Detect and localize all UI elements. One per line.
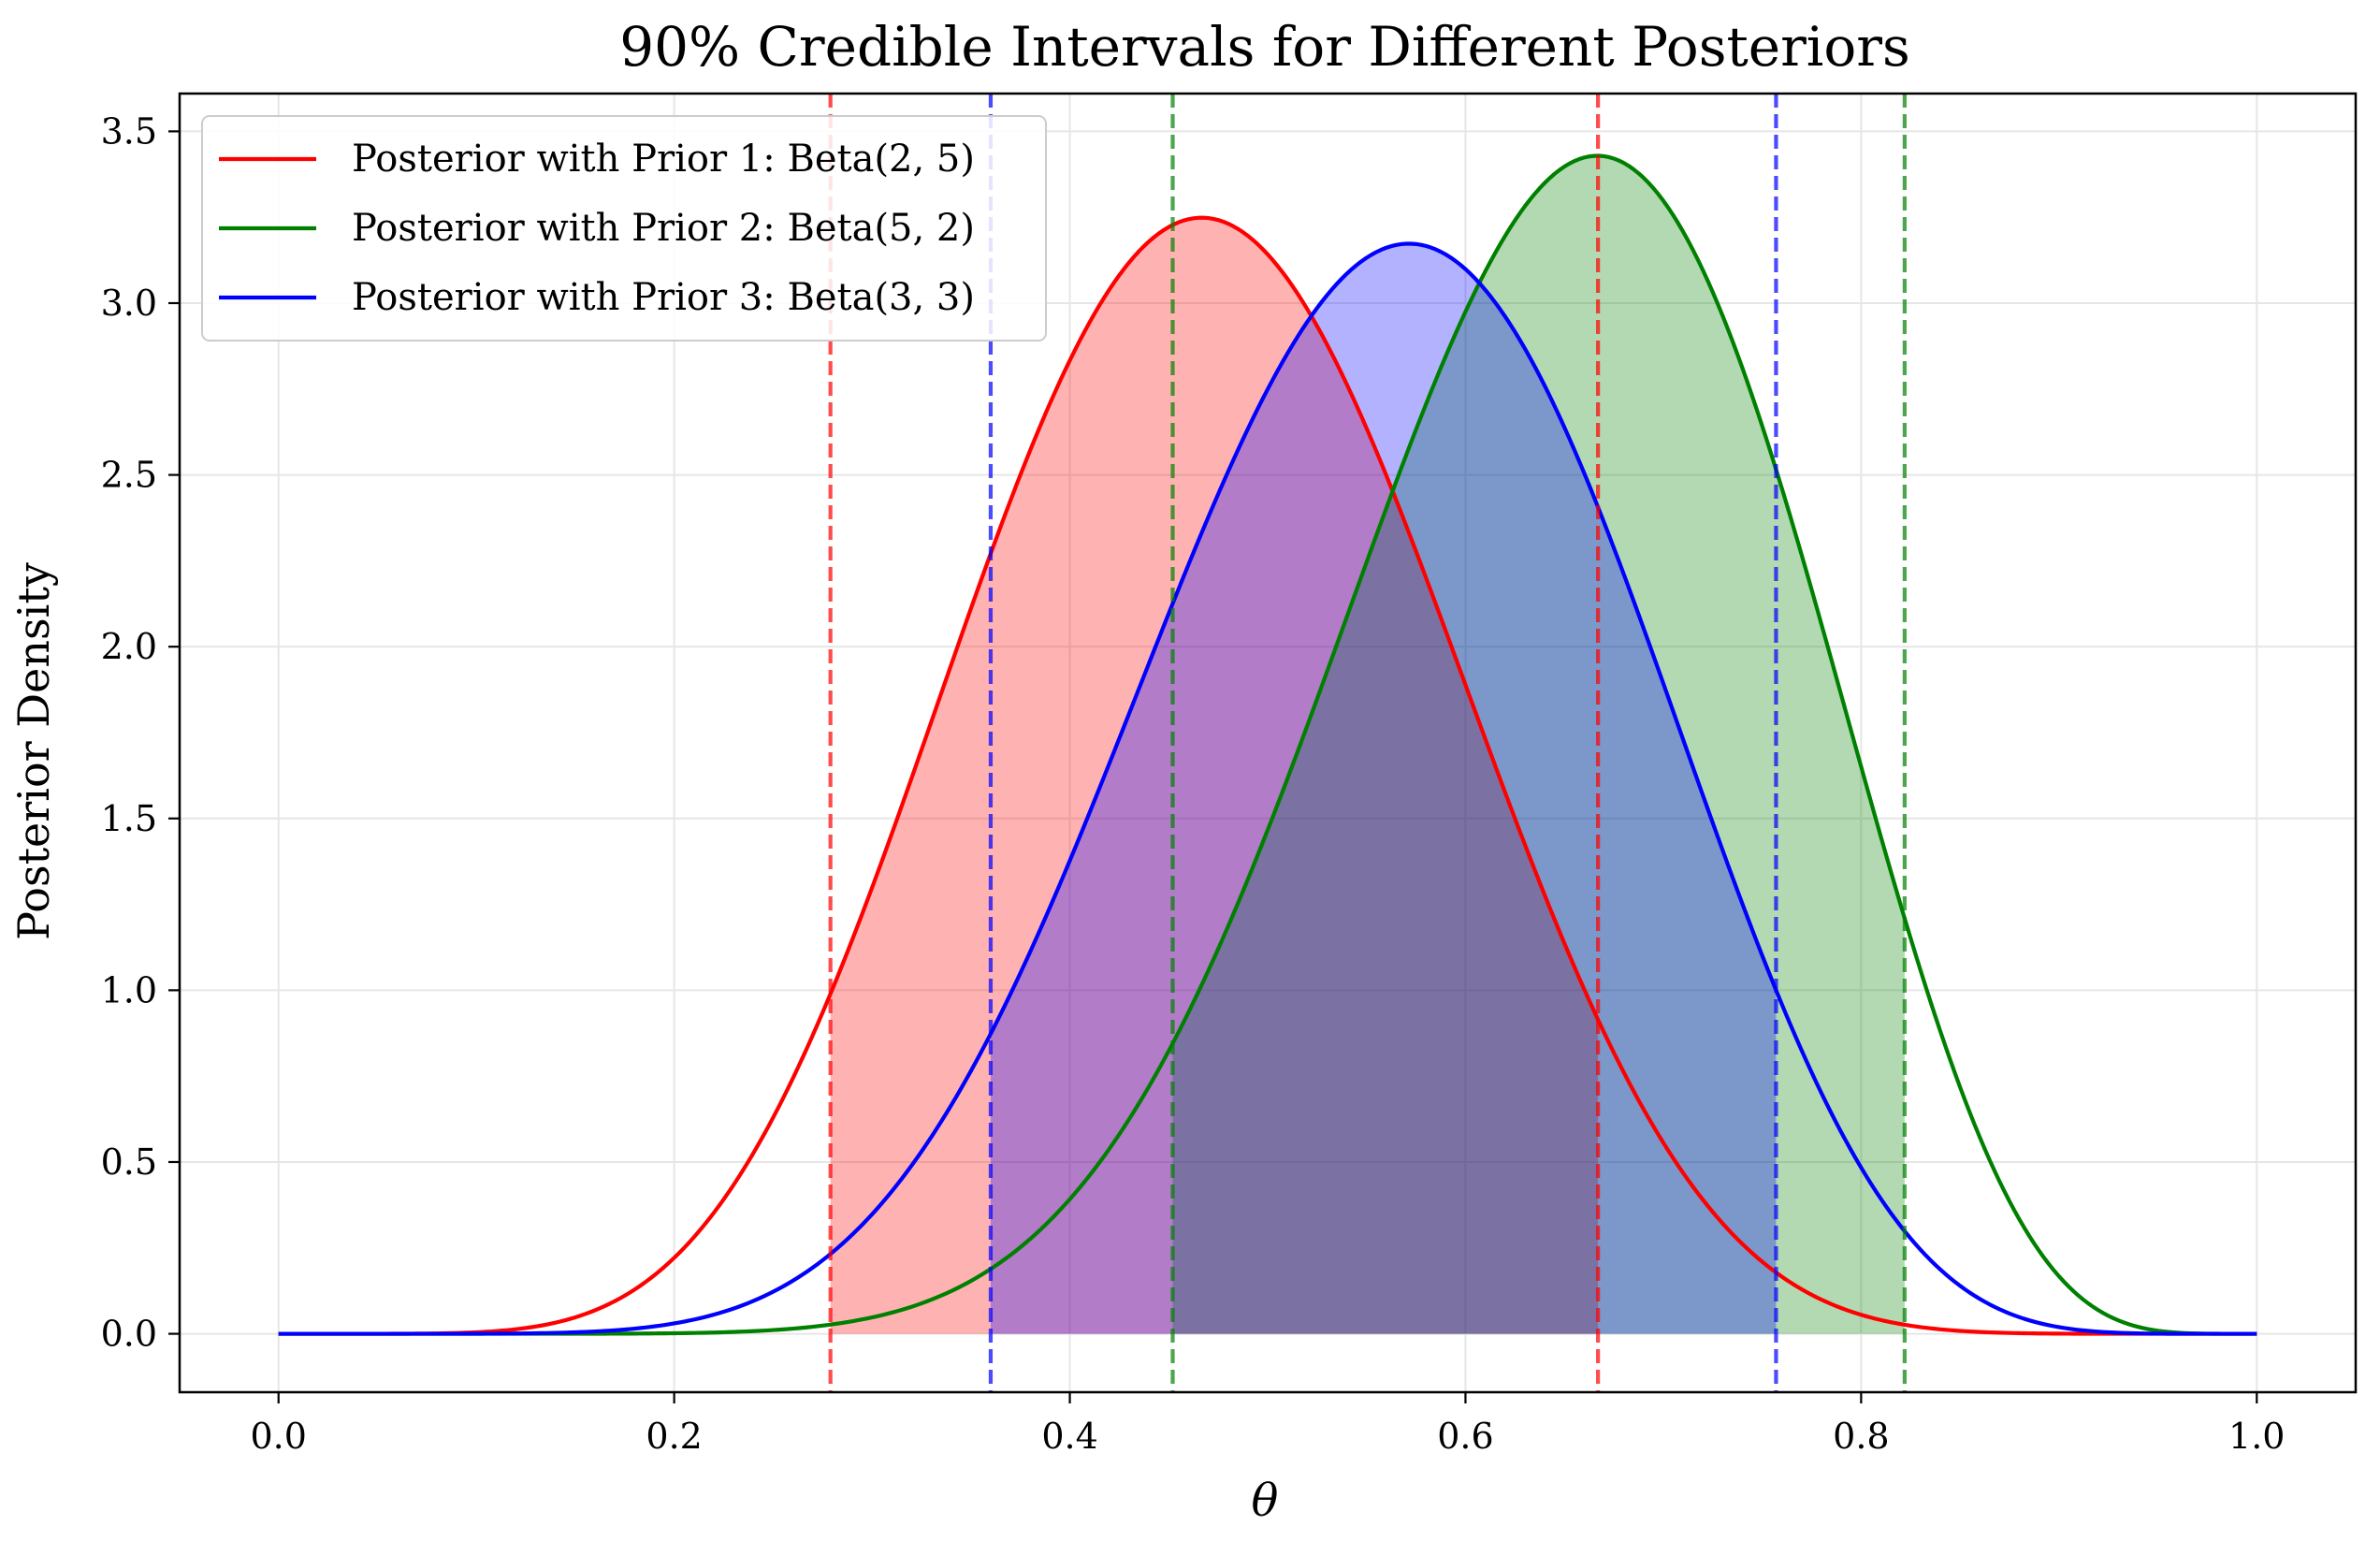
interval-line-layer [828, 94, 1907, 1392]
x-tick-label: 1.0 [2228, 1416, 2285, 1457]
chart-title: 90% Credible Intervals for Different Pos… [619, 15, 1910, 79]
tick-layer: 0.0 0.2 0.4 0.6 0.8 1.0 0.0 0.5 1.0 1.5 2.0 2.5 3.0 3… [101, 110, 2286, 1457]
x-axis-label: θ [1252, 1475, 1279, 1527]
y-axis-label: Posterior Density [8, 562, 59, 940]
legend-label-series-2: Posterior with Prior 2: Beta(5, 2) [352, 207, 975, 250]
interval-fill-series-2 [1172, 155, 1905, 1334]
y-tick-label: 2.5 [101, 455, 157, 496]
x-tick-label: 0.8 [1833, 1416, 1889, 1457]
y-tick-label: 1.5 [101, 798, 157, 839]
curve-layer [278, 153, 2257, 1336]
y-tick-label: 3.5 [101, 110, 157, 152]
interval-fill-layer [830, 155, 1905, 1334]
curve-series-3 [278, 241, 2257, 1336]
y-tick-label: 1.0 [101, 969, 157, 1010]
legend-box [201, 115, 1047, 342]
y-tick-label: 0.5 [101, 1141, 157, 1183]
y-tick-label: 0.0 [101, 1314, 157, 1355]
legend-label-series-3: Posterior with Prior 3: Beta(3, 3) [352, 276, 975, 319]
y-tick-label: 3.0 [101, 283, 157, 324]
interval-fill-series-3 [990, 243, 1777, 1334]
plot-frame [178, 92, 2358, 1394]
x-tick-label: 0.6 [1437, 1416, 1493, 1457]
x-tick-label: 0.4 [1041, 1416, 1097, 1457]
legend: Posterior with Prior 1: Beta(2, 5) Poster… [201, 115, 1047, 342]
interval-fill-series-1 [830, 217, 1599, 1334]
y-tick-label: 2.0 [101, 626, 157, 667]
legend-label-series-1: Posterior with Prior 1: Beta(2, 5) [352, 138, 975, 181]
x-tick-label: 0.2 [646, 1416, 702, 1457]
curve-series-1 [278, 215, 2257, 1336]
x-tick-label: 0.0 [251, 1416, 307, 1457]
curve-series-2 [278, 153, 2257, 1336]
grid-layer [180, 94, 2356, 1392]
